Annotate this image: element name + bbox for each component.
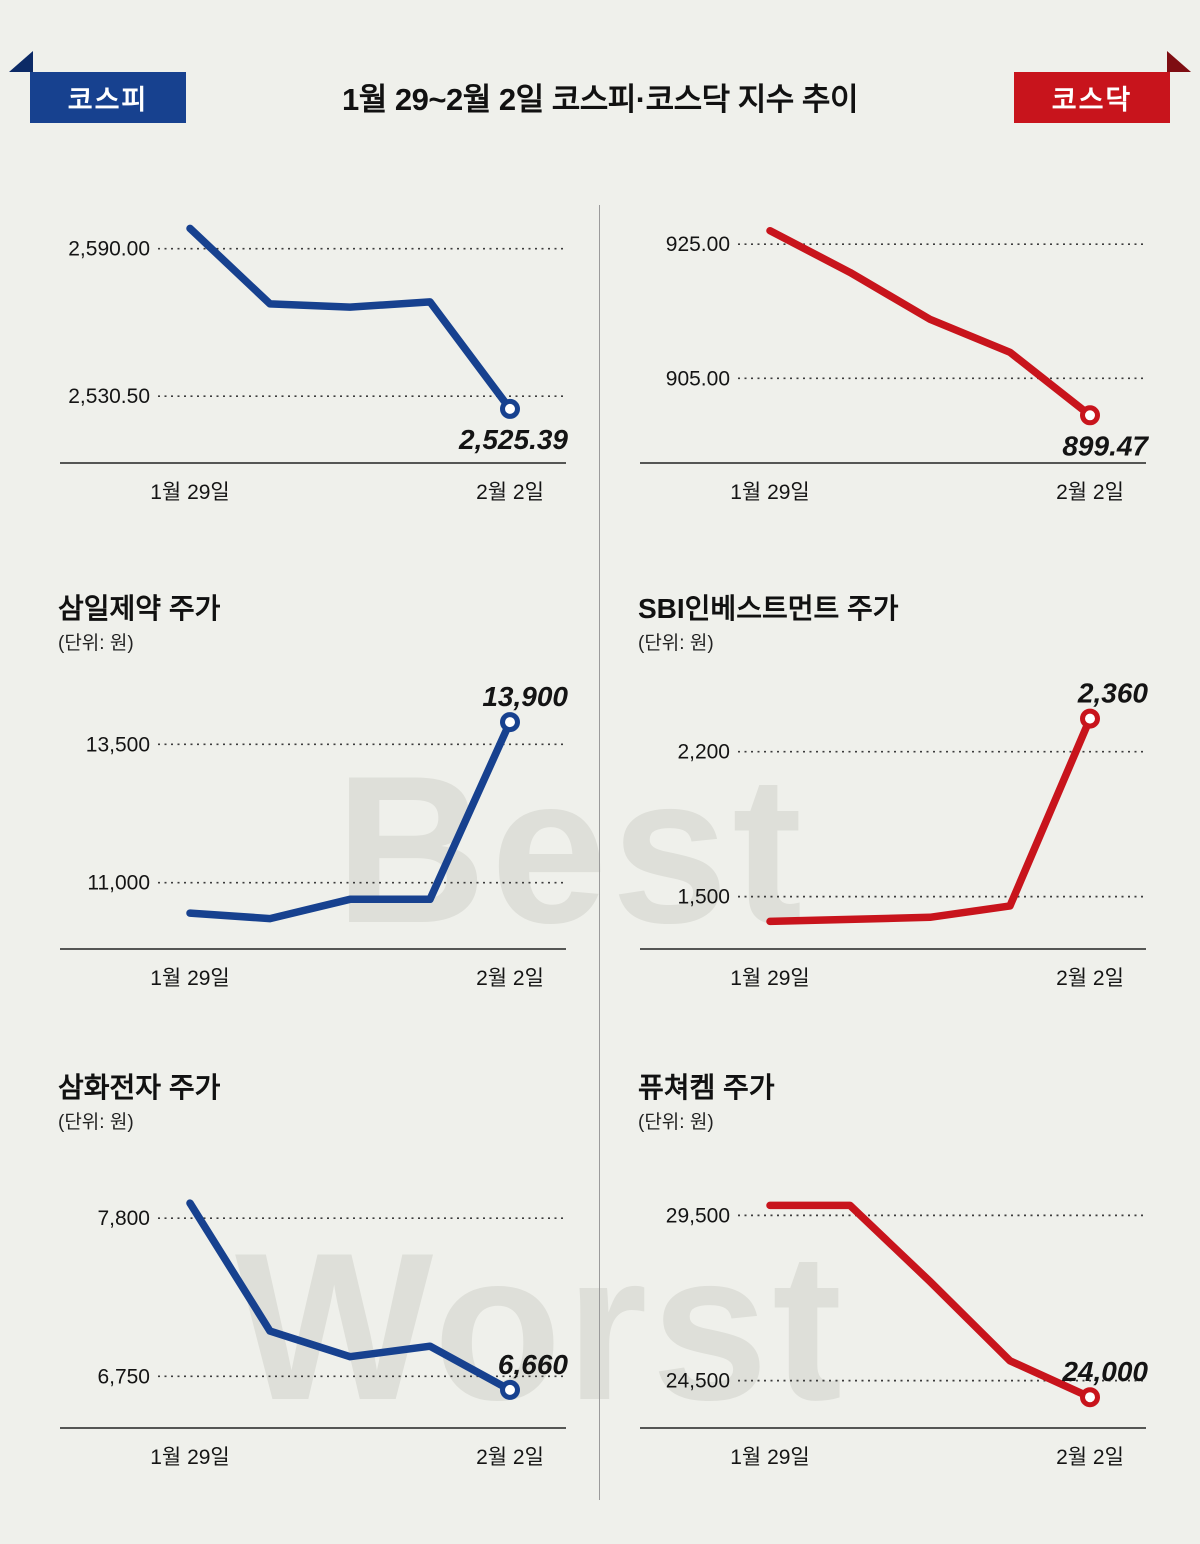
chart-kosdaq-index: 925.00 905.00 1월 29일 2월 2일 899.47	[638, 200, 1158, 530]
kospi-badge-label: 코스피	[67, 85, 149, 115]
futurechem-line-chart: 29,500 24,500 1월 29일 2월 2일 24,000	[640, 1201, 1148, 1469]
svg-text:2월 2일: 2월 2일	[1056, 481, 1124, 504]
svg-text:2,525.39: 2,525.39	[458, 424, 568, 455]
samwha-electronics-line-chart: 7,800 6,750 1월 29일 2월 2일 6,660	[60, 1199, 568, 1469]
chart-title: 삼일제약 주가	[58, 593, 221, 624]
kospi-badge: 코스피	[30, 72, 186, 123]
kospi-index-line-chart: 2,590.00 2,530.50 1월 29일 2월 2일 2,525.39	[60, 224, 568, 504]
sbi-investment-line-chart: 2,200 1,500 1월 29일 2월 2일 2,360	[640, 678, 1148, 990]
svg-text:925.00: 925.00	[666, 233, 730, 256]
chart-samwha-electronics: 삼화전자 주가 (단위: 원) 7,800 6,750 1월 29일 2월 2일 6,6…	[58, 1071, 578, 1495]
svg-text:2,590.00: 2,590.00	[68, 238, 150, 261]
chart-caption: 삼화전자 주가 (단위: 원)	[58, 1071, 578, 1135]
chart-caption: 퓨쳐켐 주가 (단위: 원)	[638, 1071, 1158, 1135]
svg-text:2,360: 2,360	[1077, 678, 1148, 709]
svg-text:1월 29일: 1월 29일	[730, 1446, 810, 1469]
kosdaq-badge: 코스닥	[1014, 72, 1170, 123]
chart-unit: (단위: 원)	[638, 633, 714, 654]
svg-text:1월 29일: 1월 29일	[730, 481, 810, 504]
svg-text:899.47: 899.47	[1062, 430, 1149, 461]
svg-text:1월 29일: 1월 29일	[150, 481, 230, 504]
svg-text:2월 2일: 2월 2일	[476, 1446, 544, 1469]
chart-unit: (단위: 원)	[58, 633, 134, 654]
svg-text:2월 2일: 2월 2일	[476, 967, 544, 990]
svg-text:24,000: 24,000	[1061, 1356, 1148, 1387]
svg-text:1,500: 1,500	[677, 886, 730, 909]
chart-title: 삼화전자 주가	[58, 1072, 221, 1103]
svg-text:2월 2일: 2월 2일	[1056, 967, 1124, 990]
chart-title: SBI인베스트먼트 주가	[638, 593, 899, 624]
kosdaq-badge-label: 코스닥	[1051, 85, 1133, 115]
watermark-worst: Worst	[235, 1209, 847, 1444]
svg-text:6,750: 6,750	[97, 1365, 150, 1388]
svg-text:11,000: 11,000	[87, 872, 150, 895]
svg-text:6,660: 6,660	[498, 1349, 568, 1380]
chart-caption: SBI인베스트먼트 주가 (단위: 원)	[638, 592, 1158, 656]
svg-text:13,500: 13,500	[86, 733, 150, 756]
kosdaq-index-line-chart: 925.00 905.00 1월 29일 2월 2일 899.47	[640, 226, 1149, 504]
chart-sbi-investment: SBI인베스트먼트 주가 (단위: 원) 2,200 1,500 1월 29일 2월 …	[638, 592, 1158, 1016]
ribbon-fold-right-icon	[1167, 51, 1191, 72]
svg-text:1월 29일: 1월 29일	[150, 967, 230, 990]
svg-text:905.00: 905.00	[666, 367, 730, 390]
svg-text:7,800: 7,800	[97, 1207, 150, 1230]
chart-title: 퓨쳐켐 주가	[638, 1072, 775, 1103]
svg-text:2월 2일: 2월 2일	[476, 481, 544, 504]
svg-text:29,500: 29,500	[666, 1204, 730, 1227]
watermark-best: Best	[335, 732, 807, 967]
chart-unit: (단위: 원)	[58, 1112, 134, 1133]
chart-futurechem: 퓨쳐켐 주가 (단위: 원) 29,500 24,500 1월 29일 2월 2일 24…	[638, 1071, 1158, 1495]
svg-text:2,200: 2,200	[677, 741, 730, 764]
ribbon-fold-left-icon	[9, 51, 33, 72]
svg-text:24,500: 24,500	[666, 1370, 730, 1393]
samil-pharm-line-chart: 13,500 11,000 1월 29일 2월 2일 13,900	[60, 681, 568, 990]
svg-text:2,530.50: 2,530.50	[68, 385, 150, 408]
svg-text:13,900: 13,900	[482, 681, 568, 712]
chart-samil-pharm: 삼일제약 주가 (단위: 원) 13,500 11,000 1월 29일 2월 2일 1…	[58, 592, 578, 1016]
chart-unit: (단위: 원)	[638, 1112, 714, 1133]
chart-kospi-index: 2,590.00 2,530.50 1월 29일 2월 2일 2,525.39	[58, 200, 578, 530]
chart-caption: 삼일제약 주가 (단위: 원)	[58, 592, 578, 656]
column-divider	[599, 205, 600, 1500]
page-title: 1월 29~2월 2일 코스피·코스닥 지수 추이	[342, 82, 858, 117]
svg-text:1월 29일: 1월 29일	[730, 967, 810, 990]
svg-text:1월 29일: 1월 29일	[150, 1446, 230, 1469]
svg-text:2월 2일: 2월 2일	[1056, 1446, 1124, 1469]
